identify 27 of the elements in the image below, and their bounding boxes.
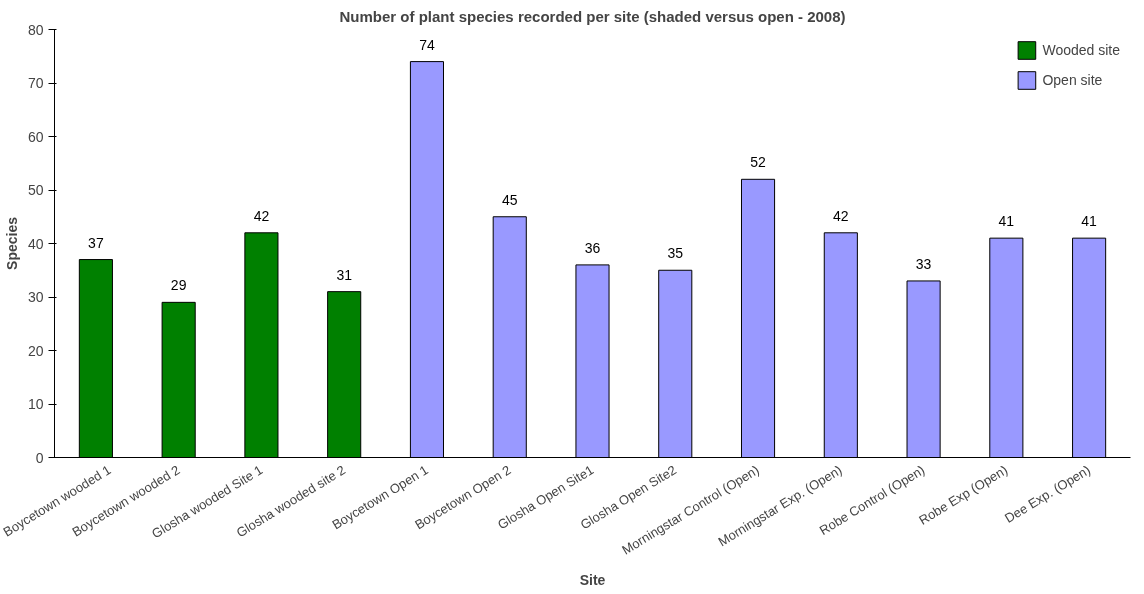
data-label: 52	[750, 154, 767, 171]
y-tick-label: 10	[27, 396, 44, 412]
y-tick-label: 0	[35, 449, 44, 466]
y-tick-label: 60	[27, 128, 44, 145]
y-tick-label: 20	[27, 342, 44, 359]
y-tick-label: 50	[27, 182, 44, 198]
chart-title: Number of plant species recorded per site (shaded versus open - 2008)	[339, 7, 846, 25]
data-label: 42	[833, 207, 849, 224]
legend-label: Wooded site	[1042, 42, 1120, 58]
data-label: 37	[88, 234, 104, 251]
data-label: 42	[253, 207, 270, 224]
data-label: 74	[419, 36, 435, 53]
y-tick-label: 80	[27, 21, 44, 38]
data-label: 36	[584, 239, 601, 256]
data-label: 35	[667, 245, 684, 262]
data-label: 45	[501, 191, 518, 208]
y-tick-label: 30	[27, 289, 44, 305]
data-label: 41	[998, 213, 1015, 230]
y-tick-label: 70	[27, 75, 44, 91]
y-tick-label: 40	[27, 235, 44, 252]
y-axis-title: Species	[3, 216, 20, 270]
data-label: 41	[1081, 213, 1098, 230]
data-label: 29	[170, 277, 187, 294]
legend-label: Open site	[1042, 72, 1103, 88]
data-label: 33	[915, 255, 932, 272]
data-label: 31	[336, 266, 353, 283]
x-axis-title: Site	[579, 571, 606, 588]
